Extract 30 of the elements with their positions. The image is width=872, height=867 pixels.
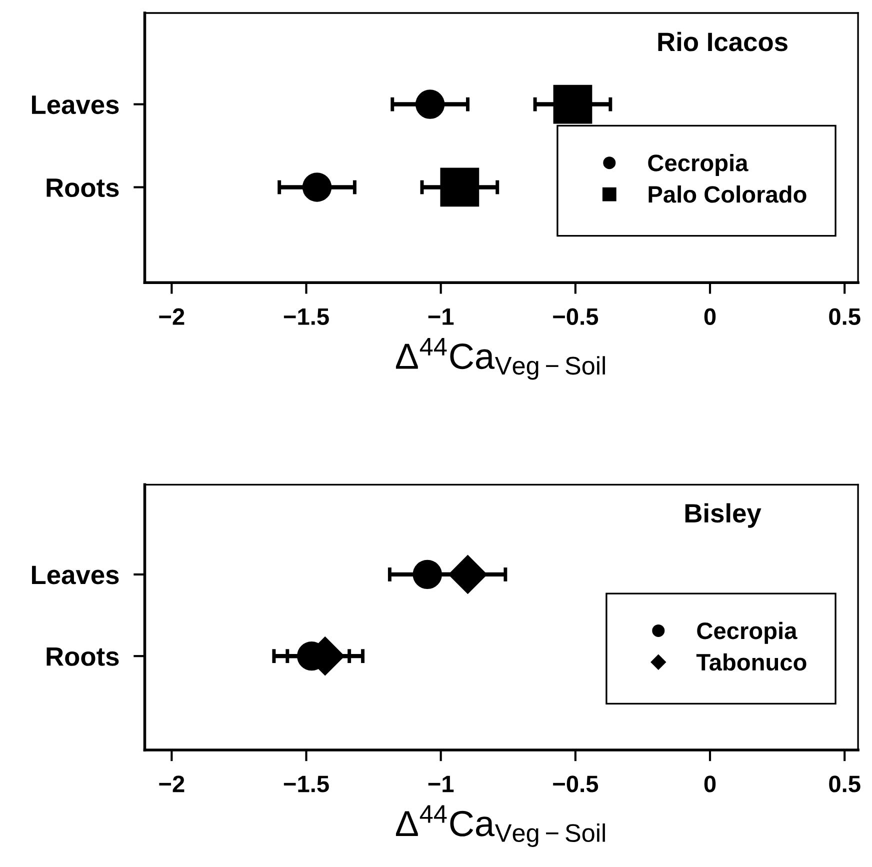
y-tick-label: Roots (46, 647, 119, 666)
x-tick-label: −2 (159, 308, 184, 325)
legend-label: Cecropia (697, 622, 798, 644)
point (448, 555, 488, 594)
point (412, 560, 442, 590)
x-axis-title: Δ$^{44}$Ca$_{Veg−Soil}$ (396, 338, 605, 380)
y-tick-label: Leaves (32, 96, 119, 114)
legend-label: Cecropia (648, 154, 748, 176)
point (553, 84, 592, 124)
chart-title: Rio Icacos (658, 32, 788, 52)
y-tick-label: Leaves (32, 566, 119, 584)
point (440, 168, 480, 207)
x-tick-label: 0 (704, 776, 716, 792)
x-tick-label: −0.5 (553, 308, 598, 325)
x-tick-label: −1 (428, 776, 454, 792)
point (302, 172, 332, 202)
x-tick-label: −1.5 (284, 776, 329, 792)
point (415, 90, 445, 119)
x-tick-label: −1 (428, 308, 454, 325)
x-tick-label: 0.5 (829, 776, 860, 792)
x-tick-label: −0.5 (553, 776, 598, 792)
y-tick-label: Roots (46, 178, 119, 198)
x-tick-label: −2 (159, 776, 184, 792)
x-axis-title: Δ$^{44}$Ca$_{Veg−Soil}$ (396, 805, 605, 848)
x-tick-label: 0 (704, 308, 716, 325)
x-tick-label: −1.5 (284, 308, 329, 325)
x-tick-label: 0.5 (829, 308, 860, 325)
legend-label: Tabonuco (696, 653, 806, 671)
chart-title: Bisley (685, 503, 762, 528)
legend-label: Palo Colorado (648, 185, 806, 203)
